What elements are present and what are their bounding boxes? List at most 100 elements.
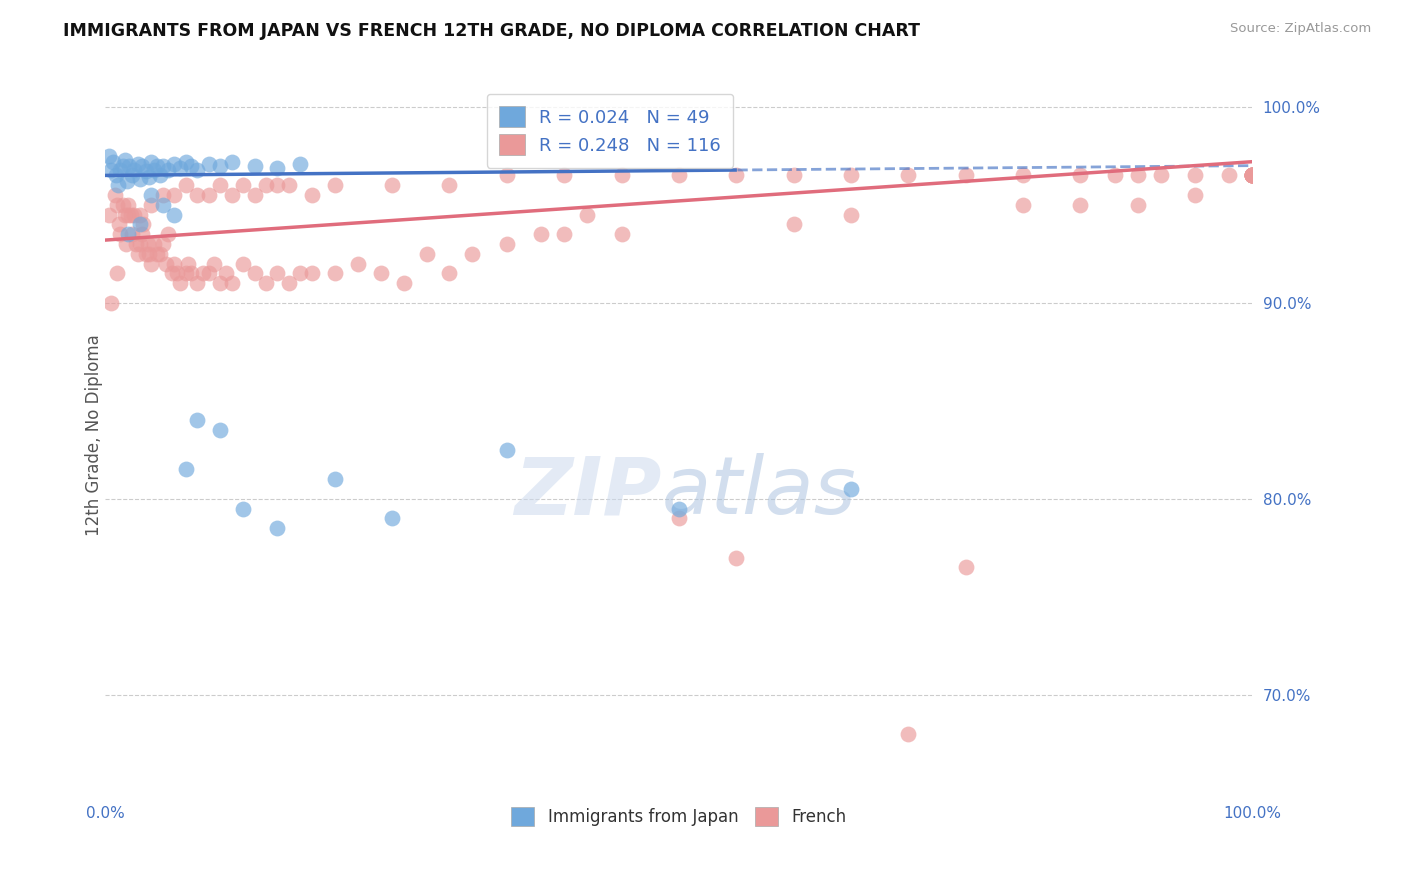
Point — [117, 227, 139, 242]
Point — [1104, 169, 1126, 183]
Point — [202, 257, 225, 271]
Point — [122, 162, 145, 177]
Point — [174, 462, 197, 476]
Point — [209, 159, 232, 173]
Point — [110, 227, 132, 242]
Point — [97, 208, 120, 222]
Point — [128, 172, 150, 186]
Point — [131, 159, 153, 173]
Point — [149, 247, 172, 261]
Point — [111, 159, 134, 173]
Point — [266, 178, 288, 193]
Point — [209, 423, 232, 437]
Point — [495, 442, 517, 457]
Point — [323, 266, 346, 280]
Point — [1241, 169, 1264, 183]
Point — [142, 237, 165, 252]
Point — [174, 266, 197, 280]
Point — [141, 257, 163, 271]
Point — [1012, 198, 1035, 212]
Point — [177, 257, 200, 271]
Point — [1184, 169, 1206, 183]
Point — [152, 188, 174, 202]
Point — [1012, 169, 1035, 183]
Point — [392, 276, 415, 290]
Point — [121, 227, 143, 242]
Point — [243, 188, 266, 202]
Point — [152, 198, 174, 212]
Point — [152, 159, 174, 173]
Point — [290, 266, 312, 280]
Text: Source: ZipAtlas.com: Source: ZipAtlas.com — [1230, 22, 1371, 36]
Point — [174, 154, 197, 169]
Point — [266, 521, 288, 535]
Point — [232, 501, 254, 516]
Point — [1241, 169, 1264, 183]
Point — [100, 162, 122, 177]
Point — [221, 154, 243, 169]
Point — [1241, 169, 1264, 183]
Point — [1149, 169, 1171, 183]
Point — [955, 560, 977, 574]
Point — [610, 227, 633, 242]
Point — [381, 511, 404, 525]
Point — [553, 227, 575, 242]
Point — [1184, 188, 1206, 202]
Point — [157, 162, 180, 177]
Point — [142, 162, 165, 177]
Point — [495, 237, 517, 252]
Point — [232, 257, 254, 271]
Point — [668, 501, 690, 516]
Point — [146, 159, 169, 173]
Point — [197, 156, 219, 170]
Point — [186, 162, 208, 177]
Point — [725, 550, 748, 565]
Point — [135, 164, 157, 178]
Point — [668, 511, 690, 525]
Point — [191, 266, 214, 280]
Point — [782, 169, 804, 183]
Point — [141, 198, 163, 212]
Point — [610, 169, 633, 183]
Point — [155, 257, 177, 271]
Point — [163, 156, 186, 170]
Point — [323, 472, 346, 486]
Text: ZIP: ZIP — [515, 453, 662, 532]
Point — [117, 208, 139, 222]
Point — [839, 169, 862, 183]
Point — [132, 218, 155, 232]
Point — [125, 237, 148, 252]
Point — [221, 276, 243, 290]
Point — [323, 178, 346, 193]
Point — [1218, 169, 1240, 183]
Point — [215, 266, 238, 280]
Point — [180, 266, 202, 280]
Point — [107, 178, 129, 193]
Point — [163, 208, 186, 222]
Point — [163, 257, 186, 271]
Point — [160, 266, 183, 280]
Point — [495, 169, 517, 183]
Point — [346, 257, 368, 271]
Point — [897, 727, 920, 741]
Text: atlas: atlas — [662, 453, 856, 532]
Point — [100, 295, 122, 310]
Point — [839, 208, 862, 222]
Point — [105, 198, 128, 212]
Point — [254, 178, 277, 193]
Point — [839, 482, 862, 496]
Point — [103, 188, 125, 202]
Point — [111, 198, 134, 212]
Legend: Immigrants from Japan, French: Immigrants from Japan, French — [502, 798, 855, 834]
Point — [115, 237, 138, 252]
Point — [114, 208, 136, 222]
Point — [128, 237, 150, 252]
Point — [197, 266, 219, 280]
Point — [1241, 169, 1264, 183]
Point — [439, 178, 461, 193]
Point — [114, 153, 136, 167]
Point — [197, 188, 219, 202]
Point — [105, 266, 128, 280]
Point — [152, 237, 174, 252]
Point — [186, 188, 208, 202]
